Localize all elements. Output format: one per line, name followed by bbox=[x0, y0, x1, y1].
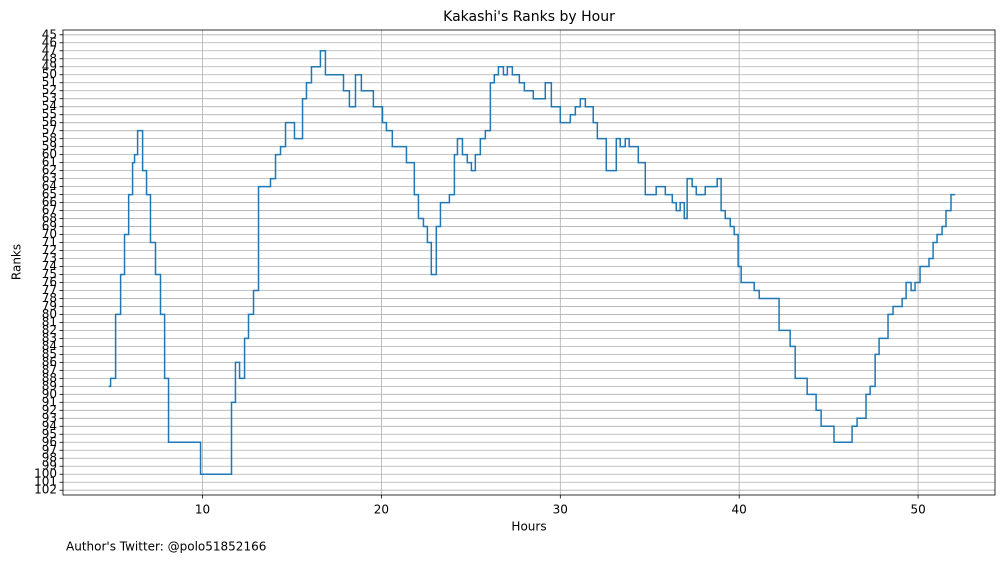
y-tick-label: 53 bbox=[42, 91, 57, 105]
y-tick-label: 76 bbox=[42, 275, 57, 289]
y-tick-label: 74 bbox=[42, 259, 57, 273]
y-tick-label: 54 bbox=[42, 99, 57, 113]
y-tick-label: 52 bbox=[42, 83, 57, 97]
y-axis-label: Ranks bbox=[10, 244, 24, 280]
y-tick-label: 78 bbox=[42, 291, 57, 305]
y-tick-label: 82 bbox=[42, 323, 57, 337]
y-tick-label: 68 bbox=[42, 211, 57, 225]
y-tick-label: 60 bbox=[42, 147, 57, 161]
y-tick-label: 58 bbox=[42, 131, 57, 145]
x-tick-label: 30 bbox=[553, 503, 568, 517]
y-tick-label: 90 bbox=[42, 387, 57, 401]
y-tick-label: 99 bbox=[42, 459, 57, 473]
y-tick-label: 95 bbox=[42, 427, 57, 441]
y-tick-label: 102 bbox=[34, 483, 57, 497]
y-tick-label: 65 bbox=[42, 187, 57, 201]
y-tick-label: 61 bbox=[42, 155, 57, 169]
y-tick-label: 63 bbox=[42, 171, 57, 185]
y-tick-label: 87 bbox=[42, 363, 57, 377]
y-tick-label: 70 bbox=[42, 227, 57, 241]
y-tick-label: 59 bbox=[42, 139, 57, 153]
y-tick-label: 81 bbox=[42, 315, 57, 329]
footnote: Author's Twitter: @polo51852166 bbox=[66, 540, 266, 554]
y-tick-label: 50 bbox=[42, 67, 57, 81]
plot-frame bbox=[62, 29, 996, 496]
y-tick-label: 101 bbox=[34, 475, 57, 489]
y-tick-label: 71 bbox=[42, 235, 57, 249]
y-tick-label: 75 bbox=[42, 267, 57, 281]
y-tick-label: 47 bbox=[42, 43, 57, 57]
y-tick-label: 80 bbox=[42, 307, 57, 321]
y-tick-label: 67 bbox=[42, 203, 57, 217]
y-tick-label: 72 bbox=[42, 243, 57, 257]
y-tick-label: 86 bbox=[42, 355, 57, 369]
x-axis-label: Hours bbox=[511, 520, 546, 534]
y-tick-label: 83 bbox=[42, 331, 57, 345]
x-tick-label: 20 bbox=[374, 503, 389, 517]
y-tick-label: 89 bbox=[42, 379, 57, 393]
x-tick-label: 40 bbox=[732, 503, 747, 517]
y-tick-label: 98 bbox=[42, 451, 57, 465]
y-tick-label: 92 bbox=[42, 403, 57, 417]
y-tick-label: 73 bbox=[42, 251, 57, 265]
y-tick-label: 57 bbox=[42, 123, 57, 137]
y-tick-label: 66 bbox=[42, 195, 57, 209]
y-tick-label: 94 bbox=[42, 419, 57, 433]
y-tick-label: 97 bbox=[42, 443, 57, 457]
y-tick-label: 77 bbox=[42, 283, 57, 297]
y-tick-label: 91 bbox=[42, 395, 57, 409]
y-tick-label: 85 bbox=[42, 347, 57, 361]
x-tick-label: 50 bbox=[910, 503, 925, 517]
y-tick-label: 93 bbox=[42, 411, 57, 425]
y-tick-label: 51 bbox=[42, 75, 57, 89]
y-tick-label: 45 bbox=[42, 27, 57, 41]
y-tick-label: 64 bbox=[42, 179, 57, 193]
y-tick-label: 46 bbox=[42, 35, 57, 49]
y-tick-label: 49 bbox=[42, 59, 57, 73]
y-tick-label: 56 bbox=[42, 115, 57, 129]
x-tick-label: 10 bbox=[195, 503, 210, 517]
y-tick-label: 88 bbox=[42, 371, 57, 385]
y-tick-label: 55 bbox=[42, 107, 57, 121]
chart-title: Kakashi's Ranks by Hour bbox=[443, 9, 615, 25]
y-tick-label: 84 bbox=[42, 339, 57, 353]
y-tick-label: 100 bbox=[34, 467, 57, 481]
y-tick-label: 69 bbox=[42, 219, 57, 233]
y-tick-label: 62 bbox=[42, 163, 57, 177]
rank-line bbox=[108, 50, 956, 475]
y-tick-label: 79 bbox=[42, 299, 57, 313]
y-tick-label: 96 bbox=[42, 435, 57, 449]
y-tick-label: 48 bbox=[42, 51, 57, 65]
